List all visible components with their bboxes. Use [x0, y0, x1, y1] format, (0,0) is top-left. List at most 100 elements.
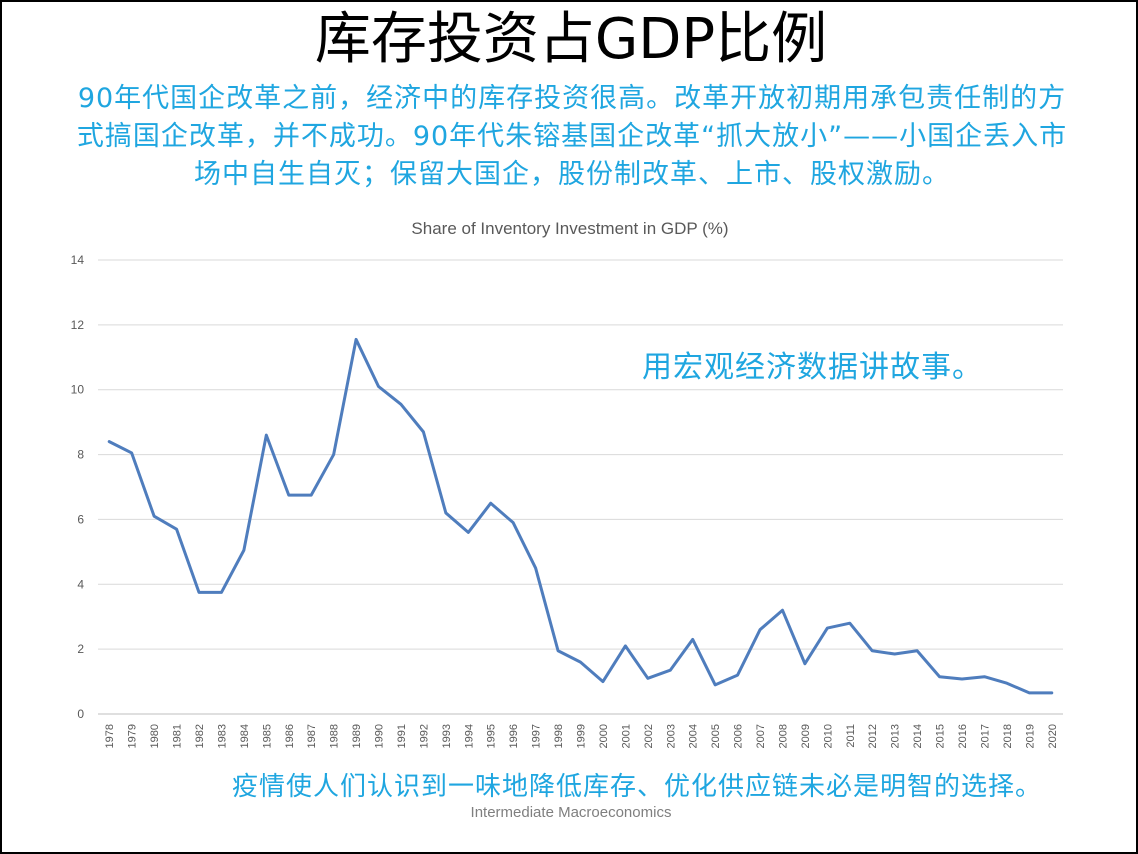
y-tick-label: 2: [77, 642, 84, 656]
y-tick-label: 8: [77, 448, 84, 462]
slide-title: 库存投资占GDP比例: [314, 7, 828, 72]
x-tick-label: 1979: [127, 724, 139, 748]
series-line: [107, 337, 1054, 695]
x-tick-label: 2009: [800, 724, 812, 748]
x-tick-label: 2016: [957, 724, 969, 748]
x-tick-label: 1989: [351, 724, 363, 748]
x-tick-label: 2018: [1002, 724, 1014, 748]
data-point: [624, 644, 627, 648]
x-tick-label: 1999: [576, 724, 588, 748]
y-tick-label: 4: [77, 577, 84, 591]
tagline-text: 用宏观经济数据讲故事。: [642, 350, 983, 385]
data-point: [152, 514, 156, 518]
x-tick-label: 2003: [665, 724, 677, 748]
data-point: [332, 453, 335, 456]
x-tick-label: 1984: [239, 724, 251, 748]
data-point: [736, 673, 739, 677]
x-tick-label: 2013: [890, 724, 902, 748]
data-point: [489, 502, 492, 505]
x-tick-label: 2010: [822, 724, 834, 748]
data-point: [669, 669, 672, 672]
data-point: [354, 338, 358, 341]
data-point: [579, 660, 582, 664]
data-point: [803, 662, 807, 665]
data-point: [893, 652, 896, 656]
data-point: [1050, 691, 1053, 695]
y-tick-label: 6: [77, 512, 84, 526]
data-point: [444, 511, 448, 515]
x-tick-label: 1978: [104, 724, 116, 748]
x-tick-label: 2000: [598, 724, 610, 748]
x-tick-label: 2020: [1047, 724, 1059, 748]
data-point: [646, 677, 650, 680]
x-tick-label: 1991: [396, 724, 408, 748]
x-tick-label: 1997: [531, 724, 543, 748]
x-tick-label: 2011: [845, 724, 857, 748]
data-point: [220, 591, 223, 594]
x-tick-label: 2006: [733, 724, 745, 748]
data-point: [758, 628, 762, 631]
x-tick-label: 2001: [620, 724, 632, 748]
y-tick-label: 14: [71, 253, 85, 267]
x-tick-label: 2015: [935, 724, 947, 748]
x-tick-label: 1995: [486, 724, 498, 748]
x-tick-label: 1996: [508, 724, 520, 748]
data-point: [1005, 681, 1009, 685]
data-point: [960, 677, 964, 681]
data-point: [467, 531, 470, 534]
x-tick-label: 1981: [172, 724, 184, 748]
data-point: [1028, 691, 1031, 695]
x-axis-ticks: 1978 1979 1980 1981 1982 1983 1984 1985 1986 1987…: [104, 724, 1059, 748]
data-point: [422, 430, 425, 434]
data-point: [197, 591, 201, 594]
data-point: [691, 638, 694, 641]
x-tick-label: 2005: [710, 724, 722, 748]
x-tick-label: 1998: [553, 724, 565, 748]
data-point: [242, 549, 246, 552]
data-point: [377, 385, 380, 388]
grid: [98, 259, 1063, 715]
x-tick-label: 1986: [284, 724, 296, 748]
y-tick-label: 12: [71, 318, 85, 332]
data-point: [915, 649, 919, 652]
x-tick-label: 2002: [643, 724, 655, 748]
x-tick-label: 1994: [463, 724, 475, 748]
y-axis-ticks: 0 2 4 6 8 10 12 14: [71, 253, 85, 721]
x-tick-label: 1993: [441, 724, 453, 748]
data-point: [265, 433, 268, 437]
x-tick-label: 2017: [979, 724, 991, 748]
x-tick-label: 2012: [867, 724, 879, 748]
data-point: [130, 451, 133, 455]
x-tick-label: 2019: [1024, 724, 1036, 748]
data-point: [781, 609, 784, 612]
x-tick-label: 1990: [374, 724, 386, 748]
x-tick-label: 1988: [329, 724, 341, 748]
x-tick-label: 2004: [688, 724, 700, 748]
x-tick-label: 2014: [912, 724, 924, 748]
data-point: [713, 683, 717, 687]
data-point: [871, 649, 874, 652]
x-tick-label: 1987: [306, 724, 318, 748]
data-point: [601, 680, 605, 683]
data-point: [175, 527, 178, 531]
x-tick-label: 1982: [194, 724, 206, 748]
course-name: Intermediate Macroeconomics: [470, 804, 672, 821]
footer-note: 疫情使人们认识到一味地降低库存、优化供应链未必是明智的选择。: [231, 772, 1042, 802]
y-tick-label: 10: [71, 383, 85, 397]
data-point: [534, 566, 537, 570]
intro-text: 90年代国企改革之前，经济中的库存投资很高。改革开放初期用承包责任制的方式搞国企…: [76, 83, 1068, 190]
data-point: [848, 622, 852, 625]
data-point: [399, 403, 403, 406]
x-tick-label: 2007: [755, 724, 767, 748]
x-tick-label: 1983: [216, 724, 228, 748]
y-tick-label: 0: [77, 707, 84, 721]
data-point: [826, 626, 829, 630]
data-point: [511, 521, 515, 524]
data-point: [983, 675, 986, 678]
data-point: [287, 493, 290, 497]
x-tick-label: 1992: [418, 724, 430, 748]
chart-title: Share of Inventory Investment in GDP (%): [411, 219, 728, 238]
data-point: [938, 675, 941, 678]
